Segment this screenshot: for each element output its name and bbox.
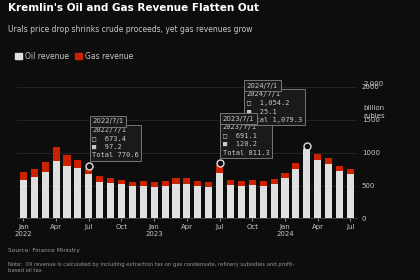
Bar [260, 181, 267, 186]
Text: 2022/7/1
□  673.4
■  97.2
Total 770.6: 2022/7/1 □ 673.4 ■ 97.2 Total 770.6 [92, 127, 139, 158]
Bar [85, 174, 92, 218]
Bar [20, 180, 27, 218]
Bar [292, 163, 299, 169]
Bar [162, 181, 169, 186]
Bar [118, 180, 125, 184]
Bar [270, 179, 278, 184]
Bar [205, 182, 212, 188]
Bar [325, 158, 332, 164]
Text: 2022/7/1: 2022/7/1 [92, 118, 123, 124]
Bar [270, 184, 278, 218]
Bar [194, 181, 201, 186]
Bar [74, 168, 81, 218]
Bar [249, 185, 256, 218]
Bar [173, 183, 179, 218]
Bar [227, 185, 234, 218]
Bar [96, 181, 103, 218]
Bar [216, 173, 223, 218]
Bar [347, 174, 354, 218]
Bar [31, 169, 38, 177]
Bar [347, 169, 354, 174]
Text: Source: Finance Ministry: Source: Finance Ministry [8, 248, 80, 253]
Bar [96, 176, 103, 181]
Bar [314, 154, 321, 160]
Bar [42, 162, 49, 172]
Bar [107, 178, 114, 183]
Bar [184, 184, 190, 218]
Bar [249, 180, 256, 185]
Bar [173, 178, 179, 183]
Bar [74, 160, 81, 168]
Bar [281, 173, 289, 178]
Bar [281, 178, 289, 218]
Bar [129, 186, 136, 218]
Bar [31, 177, 38, 218]
Text: 2024/7/1
□  1,054.2
■  25.1
Total 1,079.3: 2024/7/1 □ 1,054.2 ■ 25.1 Total 1,079.3 [247, 92, 302, 123]
Bar [260, 186, 267, 218]
Bar [292, 169, 299, 218]
Bar [303, 147, 310, 149]
Bar [107, 183, 114, 218]
Bar [63, 166, 71, 218]
Bar [63, 155, 71, 166]
Bar [129, 182, 136, 186]
Text: 2,000: 2,000 [363, 81, 383, 87]
Bar [151, 187, 158, 218]
Bar [184, 178, 190, 184]
Text: 2024/7/1: 2024/7/1 [247, 83, 278, 89]
Text: billion
rubles: billion rubles [363, 105, 385, 118]
Bar [20, 172, 27, 180]
Legend: Oil revenue, Gas revenue: Oil revenue, Gas revenue [12, 49, 136, 64]
Bar [303, 149, 310, 218]
Bar [227, 180, 234, 185]
Text: 2023/7/1: 2023/7/1 [223, 116, 255, 122]
Bar [52, 147, 60, 161]
Bar [162, 186, 169, 218]
Bar [52, 161, 60, 218]
Bar [151, 182, 158, 187]
Bar [336, 166, 343, 171]
Bar [238, 181, 245, 186]
Bar [85, 168, 92, 174]
Bar [118, 184, 125, 218]
Text: 2023/7/1
□  691.1
■  120.2
Total 811.3: 2023/7/1 □ 691.1 ■ 120.2 Total 811.3 [223, 124, 270, 156]
Bar [314, 160, 321, 218]
Text: Note:  Oil revenue is calculated by including extraction tax on gas condensate, : Note: Oil revenue is calculated by inclu… [8, 262, 295, 273]
Bar [140, 186, 147, 218]
Bar [140, 181, 147, 186]
Text: Kremlin's Oil and Gas Revenue Flatten Out: Kremlin's Oil and Gas Revenue Flatten Ou… [8, 3, 260, 13]
Bar [205, 188, 212, 218]
Bar [216, 165, 223, 173]
Bar [238, 186, 245, 218]
Bar [336, 171, 343, 218]
Text: Urals price drop shrinks crude proceeds, yet gas revenues grow: Urals price drop shrinks crude proceeds,… [8, 25, 253, 34]
Bar [42, 172, 49, 218]
Bar [325, 164, 332, 218]
Bar [194, 186, 201, 218]
